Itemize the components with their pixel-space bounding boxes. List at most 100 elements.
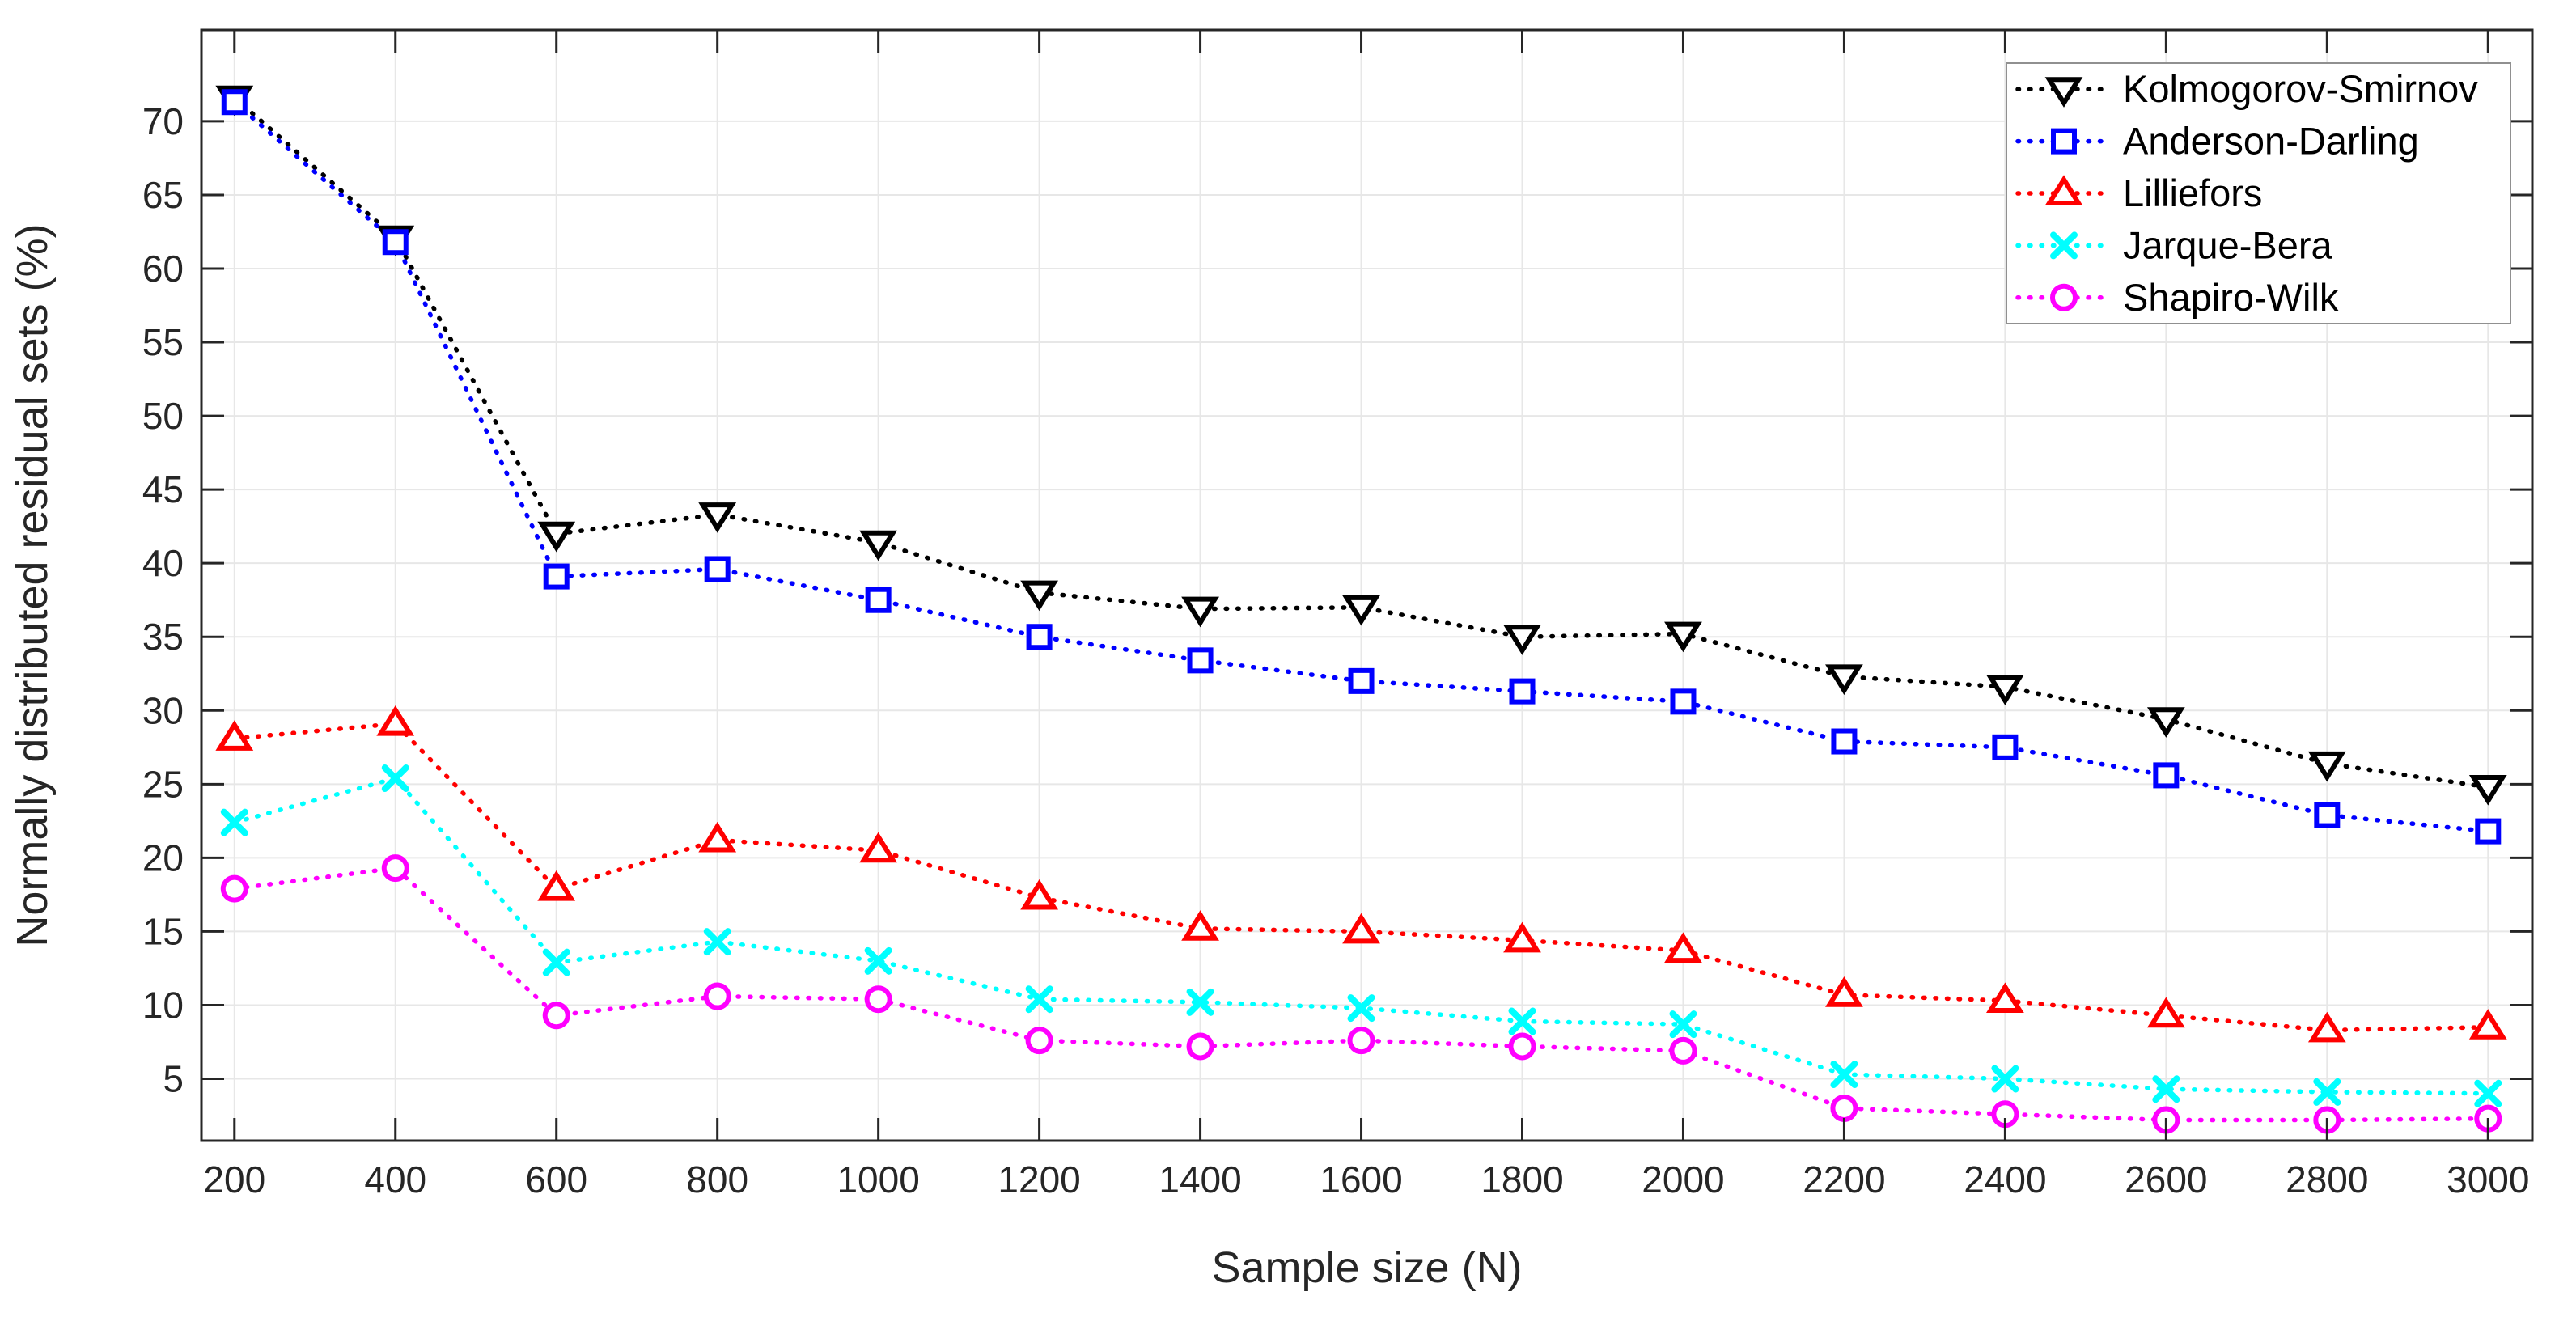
x-marker xyxy=(2474,1079,2502,1107)
triangle-down-marker xyxy=(1664,621,1702,653)
y-tick-label: 30 xyxy=(142,689,184,731)
x-marker xyxy=(2152,1075,2180,1103)
legend-label: Kolmogorov-Smirnov xyxy=(2123,67,2478,110)
x-marker xyxy=(542,948,570,976)
series-shapiro-wilk xyxy=(220,854,2502,1134)
triangle-up-marker xyxy=(215,720,254,751)
y-tick-label: 10 xyxy=(142,984,184,1026)
x-marker xyxy=(1508,1007,1536,1035)
triangle-down-marker xyxy=(859,530,898,561)
triangle-down-marker xyxy=(2044,77,2083,108)
circle-marker xyxy=(703,982,731,1010)
x-marker xyxy=(381,764,409,793)
x-tick-label: 2000 xyxy=(1642,1158,1724,1201)
circle-marker xyxy=(864,985,892,1014)
x-marker xyxy=(220,808,248,836)
x-axis-label: Sample size (N) xyxy=(1211,1243,1522,1292)
x-tick-label: 2200 xyxy=(1803,1158,1885,1201)
square-marker xyxy=(2153,762,2180,789)
y-tick-label: 70 xyxy=(142,100,184,142)
square-marker xyxy=(1509,678,1536,705)
series-anderson-darling xyxy=(221,89,2502,845)
x-marker xyxy=(703,928,731,956)
triangle-up-marker xyxy=(698,821,737,853)
x-marker xyxy=(864,946,892,975)
x-tick-labels: 200 400 600 800 1000 1200 1400 1600 1800 2000 2200… xyxy=(203,1158,2529,1201)
circle-marker xyxy=(381,854,409,883)
y-tick-label: 35 xyxy=(142,616,184,658)
circle-marker xyxy=(1669,1036,1697,1065)
triangle-up-marker xyxy=(1664,932,1702,963)
x-marker xyxy=(2313,1078,2341,1106)
x-marker xyxy=(1347,994,1375,1023)
x-tick-label: 2400 xyxy=(1964,1158,2046,1201)
x-tick-label: 400 xyxy=(364,1158,426,1201)
x-marker xyxy=(1186,988,1214,1016)
x-marker xyxy=(2050,231,2078,260)
series-line xyxy=(232,866,2491,1123)
y-tick-label: 20 xyxy=(142,836,184,879)
square-marker xyxy=(2051,128,2077,155)
triangle-up-marker xyxy=(376,705,415,736)
triangle-down-marker xyxy=(2146,707,2185,738)
series-line xyxy=(232,721,2491,1033)
y-tick-label: 5 xyxy=(163,1058,184,1100)
square-marker xyxy=(704,556,731,582)
circle-marker xyxy=(1186,1032,1214,1061)
x-tick-label: 1200 xyxy=(998,1158,1080,1201)
x-tick-label: 1800 xyxy=(1481,1158,1563,1201)
circle-marker xyxy=(1347,1027,1375,1055)
triangle-up-marker xyxy=(1020,879,1059,910)
y-tick-label: 45 xyxy=(142,468,184,510)
y-tick-label: 65 xyxy=(142,174,184,216)
legend-item-shapiro-wilk: Shapiro-Wilk xyxy=(2015,276,2339,319)
triangle-up-marker xyxy=(2044,175,2083,205)
legend-item-kolmogorov-smirnov: Kolmogorov-Smirnov xyxy=(2015,67,2478,110)
x-tick-label: 1600 xyxy=(1320,1158,1402,1201)
square-marker xyxy=(2475,818,2502,845)
x-tick-label: 1400 xyxy=(1159,1158,1241,1201)
legend-label: Shapiro-Wilk xyxy=(2123,276,2339,319)
triangle-down-marker xyxy=(2468,774,2507,806)
square-marker xyxy=(2314,802,2341,828)
plot-border xyxy=(200,28,2534,1142)
circle-marker xyxy=(1508,1032,1536,1061)
legend-item-jarque-bera: Jarque-Bera xyxy=(2015,223,2332,266)
triangle-up-marker xyxy=(2307,1011,2346,1043)
x-marker xyxy=(1025,985,1053,1014)
square-marker xyxy=(1026,624,1053,650)
y-tick-label: 55 xyxy=(142,321,184,363)
x-tick-label: 1000 xyxy=(837,1158,919,1201)
axes-box xyxy=(200,28,2534,1142)
y-tick-label: 60 xyxy=(142,248,184,290)
legend-label: Jarque-Bera xyxy=(2123,223,2332,266)
x-marker xyxy=(1830,1061,1858,1089)
series-jarque-bera xyxy=(220,764,2502,1107)
triangle-down-marker xyxy=(1020,580,1059,612)
series-line xyxy=(232,100,2491,834)
triangle-down-marker xyxy=(698,502,737,533)
x-tick-label: 2800 xyxy=(2286,1158,2368,1201)
triangle-up-marker xyxy=(2468,1009,2507,1040)
gridlines xyxy=(201,30,2532,1141)
square-marker xyxy=(1348,667,1375,694)
triangle-down-marker xyxy=(2307,751,2346,782)
triangle-up-marker xyxy=(859,832,898,863)
square-marker xyxy=(1831,728,1858,755)
circle-marker xyxy=(542,1002,570,1030)
legend-item-lilliefors: Lilliefors xyxy=(2015,172,2262,214)
legend-item-anderson-darling: Anderson-Darling xyxy=(2015,120,2419,163)
x-tick-label: 3000 xyxy=(2447,1158,2529,1201)
triangle-up-marker xyxy=(1503,921,1541,953)
square-marker xyxy=(1992,734,2019,760)
y-tick-label: 40 xyxy=(142,542,184,584)
square-marker xyxy=(221,89,248,116)
triangle-up-marker xyxy=(537,870,576,901)
series-lilliefors xyxy=(215,705,2507,1043)
square-marker xyxy=(543,563,570,590)
legend: Kolmogorov-Smirnov Anderson-Darling Lillie… xyxy=(2006,62,2511,324)
y-tick-label: 15 xyxy=(142,910,184,952)
triangle-down-marker xyxy=(1342,595,1380,626)
